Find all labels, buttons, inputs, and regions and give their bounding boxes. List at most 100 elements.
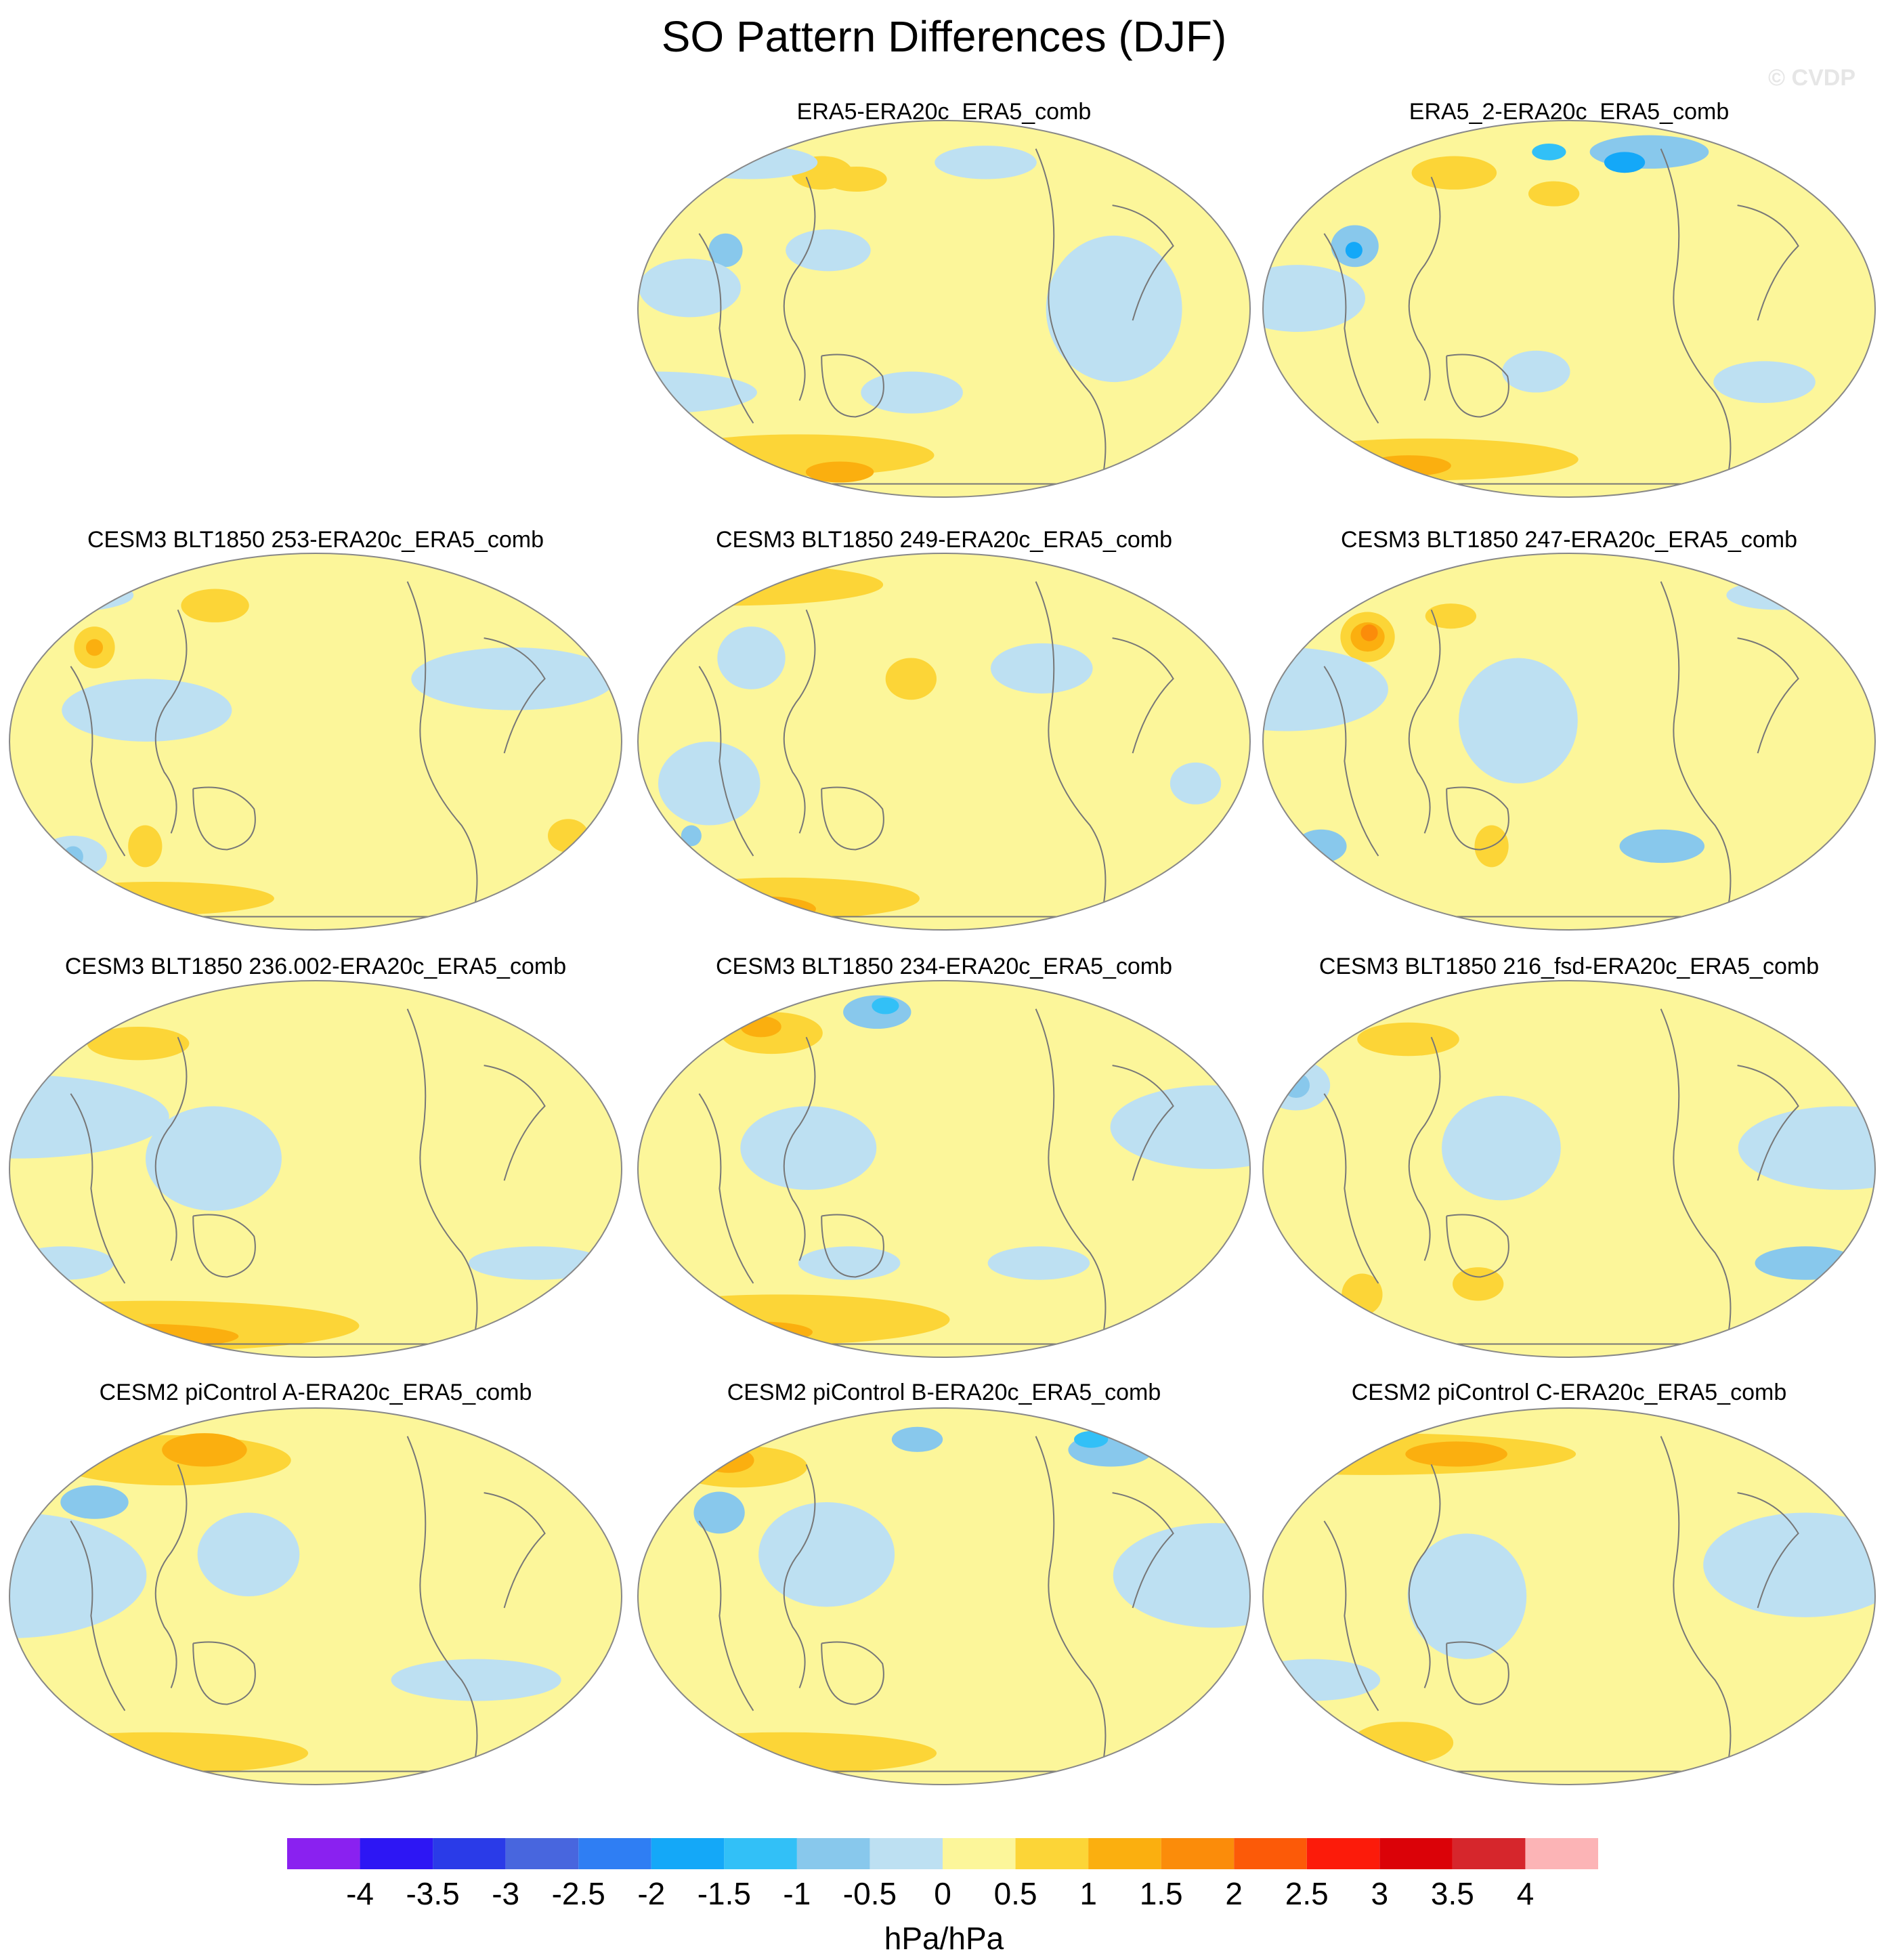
coastline [1737,205,1799,321]
coastline [1035,148,1107,497]
colorbar-bin [287,1838,360,1869]
map-panel: CESM3 BLT1850 253-ERA20c_ERA5_comb [9,527,622,931]
contour-region [87,1026,190,1061]
coastline [1408,1464,1441,1688]
colorbar-tick-label: -2 [637,1876,665,1911]
contour-region [1619,829,1705,864]
coastline [1408,177,1441,401]
coastline [1408,1037,1441,1261]
coastline [1323,233,1379,424]
coastline [821,1214,884,1278]
contour-region [1282,1072,1310,1098]
map-border [9,980,622,1358]
map-border [637,980,1251,1358]
contour-region [693,1491,745,1534]
colorbar-bin [1015,1838,1089,1869]
coastline [1737,1065,1799,1181]
colorbar-tick-label: 1 [1079,1876,1097,1911]
coastline [1323,666,1379,857]
map-panel: ERA5_2-ERA20c_ERA5_comb [1262,99,1876,498]
coastline [698,1093,754,1284]
coastline [783,1464,816,1688]
contour-region [30,995,133,1017]
colorbar-bin [1525,1838,1598,1869]
contour-region [681,825,702,847]
contour-region [703,1447,754,1473]
map-panel: CESM2 piControl A-ERA20c_ERA5_comb [9,1380,622,1785]
colorbar-bin [433,1838,506,1869]
contour-region [1263,1659,1381,1701]
coastline [154,1037,188,1261]
coastline [1112,1065,1174,1181]
contour-region [85,639,104,656]
watermark: © CVDP [1768,65,1855,91]
map-panel: CESM3 BLT1850 247-ERA20c_ERA5_comb [1262,527,1876,931]
colorbar-bin [1088,1838,1161,1869]
panel-title: CESM3 BLT1850 247-ERA20c_ERA5_comb [1341,527,1797,553]
coastline [70,1093,126,1284]
colorbar-tick-label: -2.5 [552,1876,605,1911]
contour-region [798,1246,901,1280]
contour-region [1453,1267,1504,1301]
coastline [1035,1008,1107,1357]
contour-region [740,1016,781,1038]
colorbar-bin [1306,1838,1380,1869]
colorbar-bin [1161,1838,1235,1869]
contour-region [638,1732,937,1774]
panel-title: CESM3 BLT1850 253-ERA20c_ERA5_comb [87,527,544,553]
coastline [484,637,546,754]
map-panel: CESM2 piControl C-ERA20c_ERA5_comb [1262,1380,1876,1785]
contour-region [36,881,274,916]
contour-region [639,258,741,318]
coastline [154,610,188,834]
map-border [637,553,1251,931]
map-border [9,1407,622,1785]
colorbar-label: hPa/hPa [884,1921,1004,1956]
map-background [9,553,622,930]
coastline [783,1037,816,1261]
contour-region [1459,658,1578,784]
contour-region [662,434,935,477]
contour-region [484,557,511,570]
coastline [70,666,126,857]
contour-region [1113,1522,1250,1628]
contour-region [1532,143,1566,161]
contour-region [197,1512,300,1596]
map-border [9,553,622,931]
contour-region [758,1502,895,1607]
contour-region [1425,603,1477,629]
colorbar-tick-label: -0.5 [843,1876,897,1911]
coastline [1323,1093,1379,1284]
contour-region [786,229,871,272]
colorbar-bin [724,1838,797,1869]
coastline [1737,637,1799,754]
contour-region [1074,1430,1109,1448]
coastline [192,1641,256,1705]
contour-region [658,742,760,826]
colorbar-bin [796,1838,870,1869]
contour-region [1528,181,1580,207]
contour-region [638,563,884,606]
contour-region [872,997,899,1015]
contour-region [128,825,163,868]
coastline [1446,786,1509,851]
contour-region [1604,152,1646,173]
contour-region [1170,762,1222,805]
map-background [1263,121,1875,497]
map-border [1262,120,1876,498]
colorbar: -4 -3.5 -3 -2.5 -2 -1.5 -1 -0.5 0 0.5 1 1.5 2 2.5 3 3.5… [287,1838,1598,1911]
contour-region [1442,1095,1561,1201]
panel-title: CESM3 BLT1850 234-ERA20c_ERA5_comb [716,954,1172,979]
coastline [406,1008,478,1357]
contour-region [9,1732,309,1774]
panel-title: CESM3 BLT1850 216_fsd-ERA20c_ERA5_comb [1319,954,1819,979]
coastline [698,233,754,424]
colorbar-tick-label: 0 [934,1876,951,1911]
colorbar-tick-label: 3.5 [1431,1876,1474,1911]
coastline [1035,581,1107,930]
contour-region [1726,580,1829,610]
panel-title: CESM2 piControl B-ERA20c_ERA5_comb [727,1380,1161,1405]
coastline [1112,205,1174,321]
contour-region [1405,1441,1507,1467]
contour-region [681,146,818,179]
